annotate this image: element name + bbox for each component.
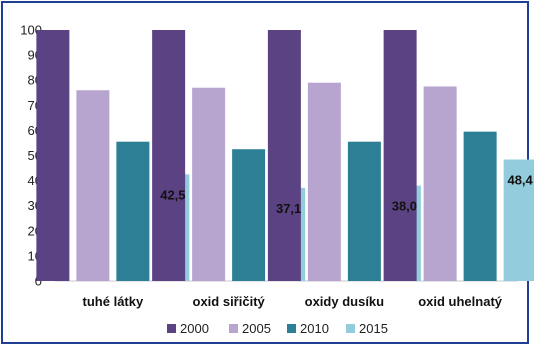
- category-label: oxidy dusíku: [305, 294, 385, 309]
- bars-group: [36, 30, 534, 282]
- bar-2015: [503, 159, 534, 281]
- category-label: oxid uhelnatý: [418, 294, 503, 309]
- legend-label: 2015: [359, 321, 388, 336]
- category-label: oxid siřičitý: [193, 294, 266, 309]
- bar-2000: [383, 30, 417, 281]
- data-label: 48,4: [507, 173, 533, 188]
- legend-label: 2000: [180, 321, 209, 336]
- bar-2005: [192, 87, 226, 281]
- bar-2010: [463, 131, 497, 281]
- data-label: 38,0: [392, 199, 417, 214]
- bar-2010: [116, 141, 150, 281]
- legend: 2000 2005 2010 2015: [167, 321, 388, 336]
- bar-2005: [76, 90, 110, 282]
- data-label: 42,5: [160, 187, 185, 202]
- legend-label: 2010: [300, 321, 329, 336]
- bar-2000: [152, 30, 186, 281]
- legend-swatch: [167, 324, 176, 333]
- x-axis: tuhé látky oxid siřičitý oxidy dusíku oxid …: [83, 294, 503, 309]
- legend-swatch: [287, 324, 296, 333]
- legend-swatch: [229, 324, 238, 333]
- legend-swatch: [346, 324, 355, 333]
- data-labels: 42,5 37,1 38,0 48,4: [160, 173, 533, 216]
- data-label: 37,1: [276, 201, 301, 216]
- bar-2005: [307, 82, 341, 282]
- bar-2010: [347, 141, 381, 281]
- bar-2000: [36, 30, 70, 281]
- bar-2005: [423, 86, 457, 281]
- bar-2000: [267, 30, 301, 281]
- bar-2010: [232, 149, 266, 281]
- category-label: tuhé látky: [83, 294, 144, 309]
- legend-label: 2005: [242, 321, 271, 336]
